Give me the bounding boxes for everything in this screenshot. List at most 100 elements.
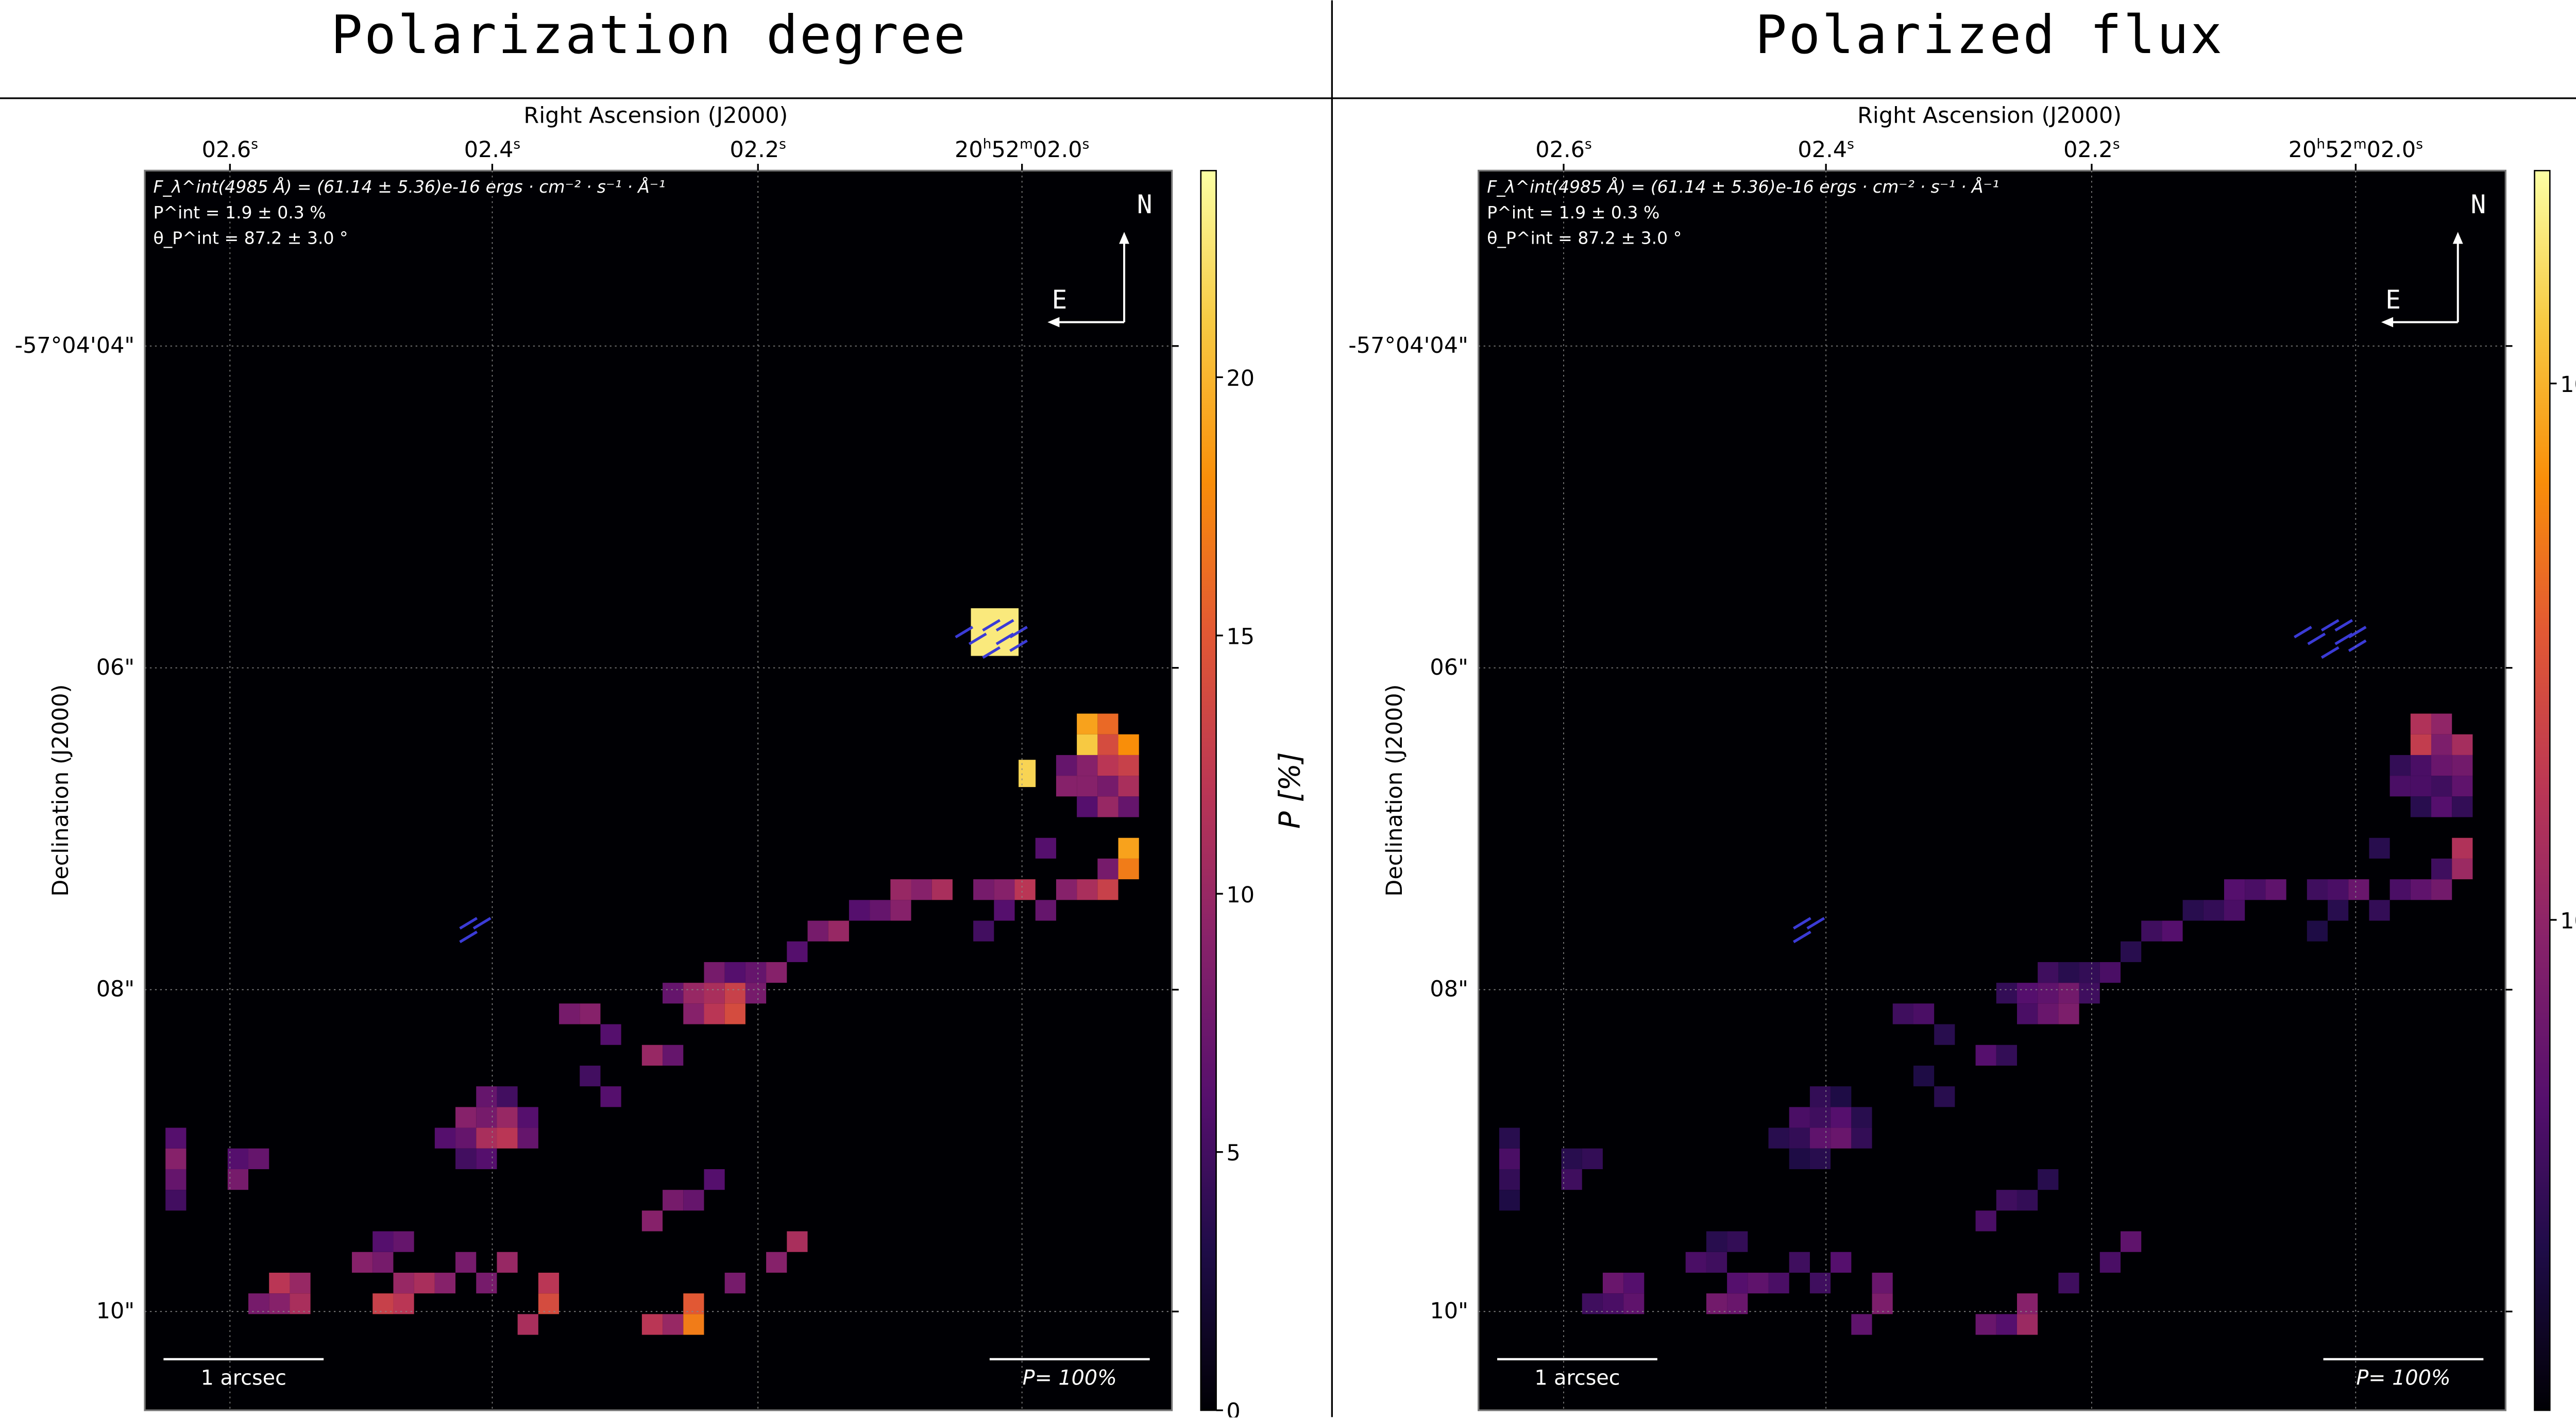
x-tick-label: 02.6s (202, 136, 258, 163)
heatmap-pixel (248, 1148, 269, 1169)
heatmap-pixel (2410, 734, 2432, 755)
heatmap-pixel (1996, 1314, 2017, 1335)
heatmap-pixel (1934, 1024, 1955, 1045)
heatmap-pixel (2016, 1293, 2038, 1314)
heatmap-pixel (2431, 734, 2452, 755)
heatmap-pixel (2328, 900, 2349, 921)
heatmap-pixel (227, 1148, 249, 1169)
heatmap-pixel (1623, 1272, 1645, 1294)
arcsec-label: 1 arcsec (1534, 1366, 1620, 1390)
heatmap-pixel (849, 900, 870, 921)
heatmap-pixel (2452, 776, 2473, 797)
heatmap-pixel (766, 1252, 787, 1273)
heatmap-pixel (2038, 983, 2059, 1004)
heatmap-pixel (1077, 713, 1098, 734)
heatmap-pixel (1831, 1252, 1852, 1273)
heatmap-pixel (600, 1086, 621, 1107)
heatmap-pixel (1056, 755, 1077, 776)
heatmap-pixel (663, 1314, 684, 1335)
heatmap-pixel (517, 1314, 538, 1335)
heatmap-pixel (828, 920, 849, 942)
heatmap-pixel (414, 1272, 435, 1294)
heatmap-pixel (434, 1272, 456, 1294)
heatmap-pixel (2369, 900, 2390, 921)
heatmap-pixel (393, 1293, 414, 1314)
heatmap-pixel (393, 1272, 414, 1294)
heatmap-pixel (1913, 1065, 1935, 1087)
heatmap-pixel (1035, 900, 1056, 921)
polarization-vector (459, 917, 478, 930)
north-label: N (2470, 190, 2486, 219)
heatmap-pixel (1097, 879, 1118, 900)
heatmap-pixel (1602, 1272, 1624, 1294)
heatmap-pixel (1809, 1272, 1831, 1294)
x-tick-label: 02.2s (2063, 136, 2120, 163)
heatmap-pixel (227, 1169, 249, 1190)
heatmap-pixel (2058, 962, 2079, 983)
chart-title: Polarization degree (331, 5, 967, 66)
heatmap-pixel (1097, 734, 1118, 755)
heatmap-pixel (1975, 1210, 1996, 1231)
heatmap-pixel (1097, 755, 1118, 776)
heatmap-pixel (2431, 755, 2452, 776)
heatmap-pixel (1118, 776, 1139, 797)
heatmap-pixel (2389, 755, 2411, 776)
heatmap-pixel (2120, 1231, 2142, 1252)
polarization-vector (2320, 646, 2340, 659)
heatmap-pixel (2452, 796, 2473, 817)
y-tick-label: 06" (1430, 655, 1468, 680)
north-label: N (1137, 190, 1153, 219)
heatmap-pixel (2099, 962, 2121, 983)
heatmap-pixel (290, 1272, 311, 1294)
heatmap-pixel (165, 1169, 187, 1190)
heatmap-pixel (911, 879, 932, 900)
arcsec-label: 1 arcsec (201, 1366, 286, 1390)
heatmap-pixel (1748, 1272, 1769, 1294)
panel-polarization-degree: Polarization degree Right Ascension (J200… (15, 5, 1307, 1420)
heatmap-pixel (2038, 1003, 2059, 1024)
polarization-vector (1009, 639, 1028, 652)
heatmap-pixel (2038, 962, 2059, 983)
heatmap-pixel (1499, 1190, 1520, 1211)
pint-annotation: P^int = 1.9 ± 0.3 % (154, 202, 326, 223)
heatmap-pixel (2431, 713, 2452, 734)
polarization-vector (2348, 639, 2367, 652)
heatmap-pixel (476, 1272, 497, 1294)
heatmap-pixel (1077, 796, 1098, 817)
colorbar-label: P [%] (1274, 752, 1307, 829)
heatmap-pixel (2058, 983, 2079, 1004)
heatmap-pixel (352, 1252, 373, 1273)
colorbar-tick-label: 10⁻¹⁸ (2560, 908, 2576, 934)
heatmap-pixel (497, 1107, 518, 1128)
heatmap-pixel (476, 1148, 497, 1169)
heatmap-pixel (1892, 1003, 1913, 1024)
heatmap-pixel (994, 900, 1015, 921)
y-tick-label: 10" (96, 1298, 134, 1324)
heatmap-pixel (1118, 858, 1139, 880)
heatmap-pixel (2452, 837, 2473, 859)
y-axis-label: Declination (J2000) (48, 685, 74, 897)
heatmap-pixel (704, 1169, 725, 1190)
heatmap-pixel (1097, 858, 1118, 880)
heatmap-pixel (1809, 1086, 1831, 1107)
heatmap-pixel (2162, 920, 2183, 942)
heatmap-pixel (1975, 1045, 1996, 1066)
heatmap-pixel (641, 1210, 663, 1231)
heatmap-pixel (559, 1003, 580, 1024)
heatmap-pixel (580, 1065, 601, 1087)
heatmap-pixel (1809, 1107, 1831, 1128)
heatmap-pixel (497, 1086, 518, 1107)
heatmap-pixel (455, 1148, 477, 1169)
heatmap-pixel (2099, 1252, 2121, 1273)
heatmap-pixel (2079, 962, 2100, 983)
north-arrowhead (1119, 232, 1129, 244)
heatmap-pixel (971, 608, 1019, 656)
heatmap-pixel (931, 879, 953, 900)
colorbar-tick-label: 10⁻¹⁷ (2560, 372, 2576, 398)
heatmap-pixel (1019, 760, 1036, 788)
heatmap-pixel (538, 1293, 560, 1314)
heatmap-pixel (1851, 1127, 1872, 1149)
heatmap-pixel (1809, 1148, 1831, 1169)
east-label: E (1052, 285, 1067, 315)
colorbar (2534, 169, 2551, 1411)
